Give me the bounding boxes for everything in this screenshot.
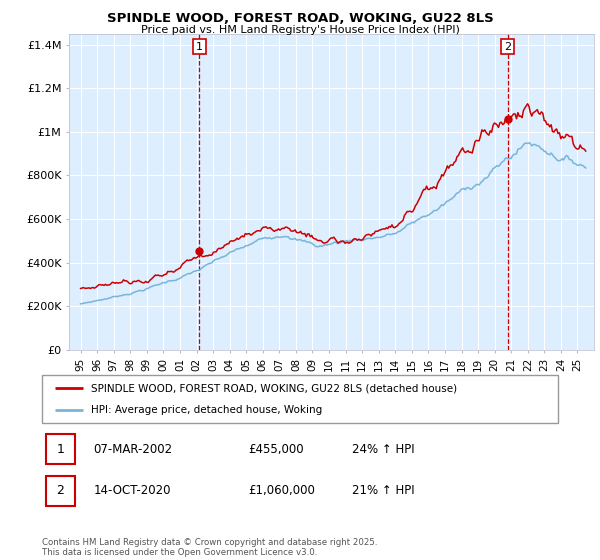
Text: HPI: Average price, detached house, Woking: HPI: Average price, detached house, Woki…	[91, 405, 322, 415]
Text: Price paid vs. HM Land Registry's House Price Index (HPI): Price paid vs. HM Land Registry's House …	[140, 25, 460, 35]
Text: 1: 1	[56, 443, 64, 456]
Bar	[46, 476, 74, 506]
Text: 2: 2	[56, 484, 64, 497]
Text: Contains HM Land Registry data © Crown copyright and database right 2025.
This d: Contains HM Land Registry data © Crown c…	[42, 538, 377, 557]
Text: 21% ↑ HPI: 21% ↑ HPI	[352, 484, 414, 497]
Text: £455,000: £455,000	[248, 443, 304, 456]
Text: 07-MAR-2002: 07-MAR-2002	[94, 443, 173, 456]
Bar	[46, 435, 74, 464]
Text: SPINDLE WOOD, FOREST ROAD, WOKING, GU22 8LS: SPINDLE WOOD, FOREST ROAD, WOKING, GU22 …	[107, 12, 493, 25]
Text: 2: 2	[504, 41, 511, 52]
Text: 1: 1	[196, 41, 203, 52]
Text: 14-OCT-2020: 14-OCT-2020	[94, 484, 171, 497]
Text: SPINDLE WOOD, FOREST ROAD, WOKING, GU22 8LS (detached house): SPINDLE WOOD, FOREST ROAD, WOKING, GU22 …	[91, 383, 457, 393]
Text: 24% ↑ HPI: 24% ↑ HPI	[352, 443, 414, 456]
Text: £1,060,000: £1,060,000	[248, 484, 315, 497]
